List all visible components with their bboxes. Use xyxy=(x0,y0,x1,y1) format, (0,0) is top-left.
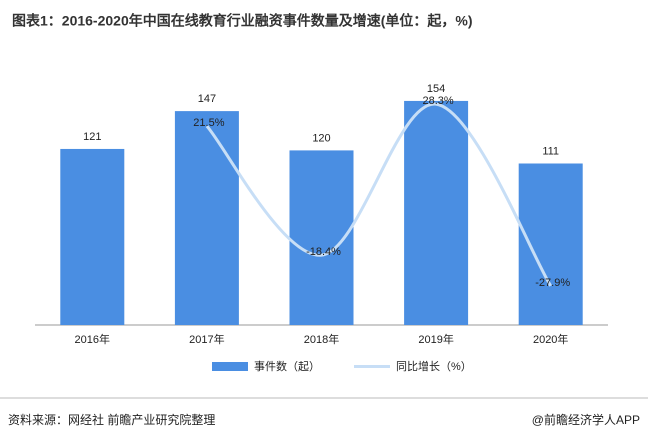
bar-label: 121 xyxy=(83,131,101,143)
legend-swatch xyxy=(212,362,248,371)
legend-label: 同比增长（%） xyxy=(396,359,472,373)
line-label: -18.4% xyxy=(306,246,341,258)
bar xyxy=(174,111,239,326)
x-tick-label: 2016年 xyxy=(75,332,110,346)
x-tick-label: 2017年 xyxy=(189,332,224,346)
source: 资料来源：网经社 前瞻产业研究院整理 xyxy=(8,412,215,427)
bar-label: 120 xyxy=(312,132,330,144)
growth-line xyxy=(205,102,552,287)
x-tick-label: 2019年 xyxy=(418,332,453,346)
line-label: -27.9% xyxy=(535,277,570,289)
bar-label: 154 xyxy=(427,83,445,95)
bar-label: 147 xyxy=(198,93,216,105)
legend-label: 事件数（起） xyxy=(254,360,320,373)
bar xyxy=(404,100,469,326)
x-tick-label: 2020年 xyxy=(533,332,568,346)
bar-label: 111 xyxy=(542,145,559,157)
chart-title: 图表1：2016-2020年中国在线教育行业融资事件数量及增速(单位：起，%) xyxy=(12,13,473,29)
bar xyxy=(60,148,125,325)
credit: @前瞻经济学人APP xyxy=(532,412,640,427)
line-label: 28.3% xyxy=(422,95,453,107)
x-tick-label: 2018年 xyxy=(304,332,339,346)
line-label: 21.5% xyxy=(193,117,224,129)
